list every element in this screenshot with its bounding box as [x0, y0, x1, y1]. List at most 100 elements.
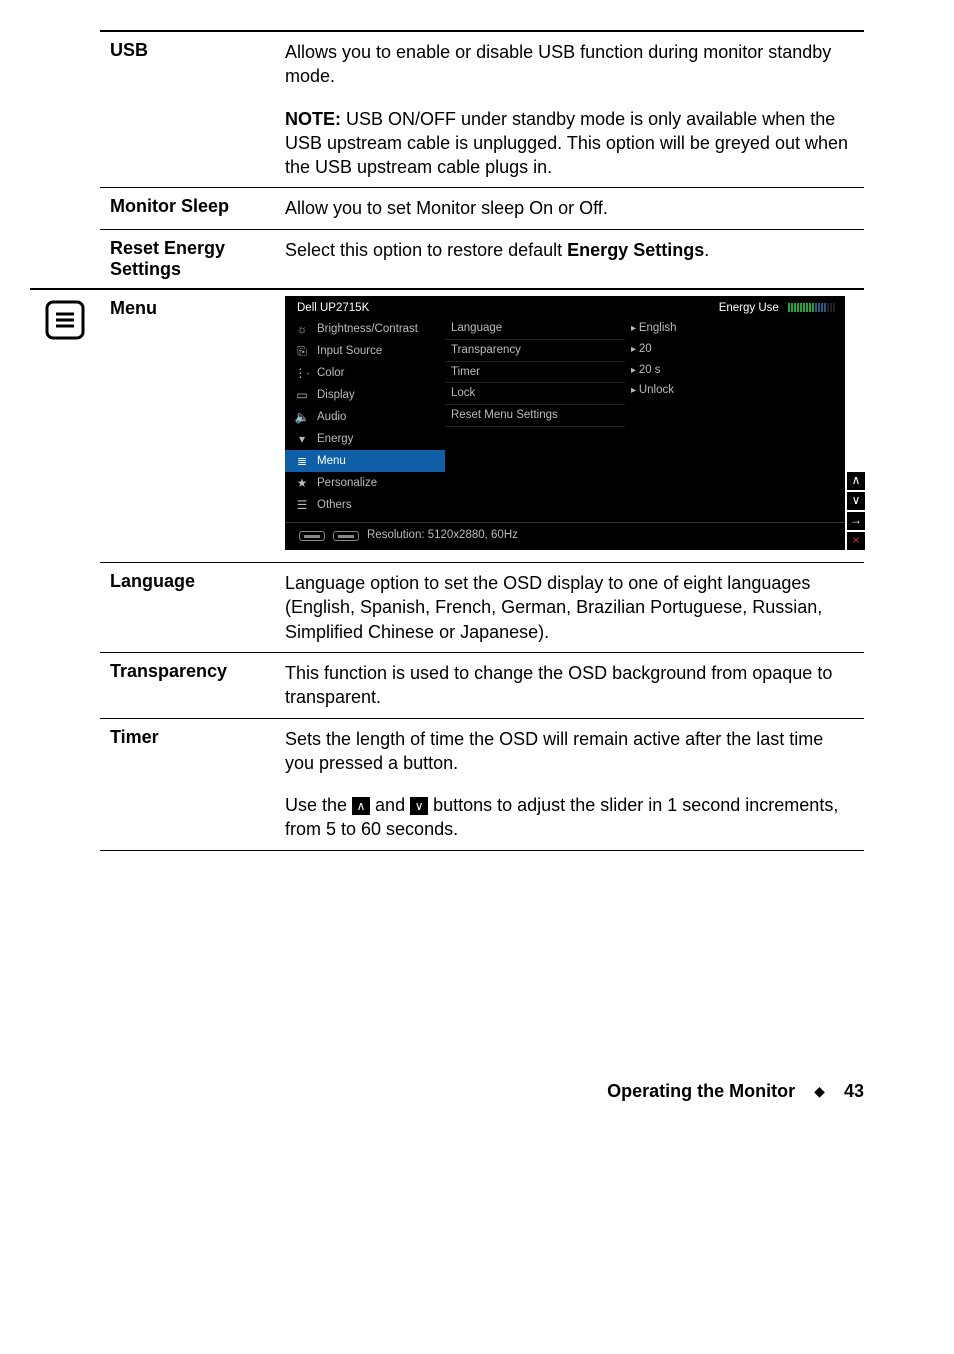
diamond-icon: ◆ [814, 1083, 825, 1100]
nav-item-icon: ☼ [295, 322, 309, 336]
energy-bar-segment [797, 303, 799, 312]
energy-bar-segment [791, 303, 793, 312]
osd-options: LanguageTransparencyTimerLockReset Menu … [445, 318, 625, 522]
timer-text-a: Use the [285, 795, 352, 815]
energy-bar-segment [818, 303, 820, 312]
note-body: USB ON/OFF under standby mode is only av… [285, 109, 848, 178]
row-label-menu: Menu [100, 289, 275, 563]
osd-nav-item[interactable]: ▭ Display [285, 384, 445, 406]
osd-resolution: Resolution: 5120x2880, 60Hz [367, 529, 518, 542]
energy-bar-segment [806, 303, 808, 312]
osd-nav-item[interactable]: ☰ Others [285, 494, 445, 516]
nav-item-icon: ★ [295, 476, 309, 490]
reset-desc-b: . [704, 240, 709, 260]
energy-bar-segment [803, 303, 805, 312]
osd-option-item[interactable]: Lock [445, 383, 625, 405]
energy-bar [788, 303, 835, 312]
osd-model: Dell UP2715K [297, 302, 369, 315]
page-number: 43 [844, 1081, 864, 1101]
timer-text-b: and [370, 795, 410, 815]
nav-item-label: Input Source [317, 345, 382, 358]
nav-item-icon: ⋮∙ [295, 366, 309, 380]
nav-item-label: Energy [317, 433, 353, 446]
osd-side-button[interactable]: × [847, 532, 865, 550]
osd-side-buttons: ∧ ∨ → × [847, 472, 865, 550]
energy-bar-segment [833, 303, 835, 312]
energy-bar-segment [830, 303, 832, 312]
osd-energy: Energy Use [719, 302, 835, 315]
osd-option-item[interactable]: Timer [445, 362, 625, 384]
osd-nav-item[interactable]: ≣ Menu [285, 450, 445, 472]
osd-energy-label: Energy Use [719, 302, 779, 314]
nav-item-icon: ≣ [295, 454, 309, 468]
nav-item-label: Personalize [317, 477, 377, 490]
osd-side-button[interactable]: → [847, 512, 865, 530]
row-desc: NOTE: USB ON/OFF under standby mode is o… [275, 97, 864, 188]
osd-nav-item[interactable]: ☼ Brightness/Contrast [285, 318, 445, 340]
osd-nav: ☼ Brightness/Contrast ⎘ Input Source ⋮∙ Color… [285, 318, 445, 522]
reset-desc-a: Select this option to restore default [285, 240, 567, 260]
osd-value-item: English [625, 318, 837, 339]
row-label-reset-energy: Reset Energy Settings [100, 229, 275, 289]
page-footer: Operating the Monitor ◆ 43 [0, 881, 954, 1122]
footer-title: Operating the Monitor [607, 1081, 795, 1101]
note-lead: NOTE: [285, 109, 341, 129]
osd-nav-item[interactable]: ⎘ Input Source [285, 340, 445, 362]
row-label-transparency: Transparency [100, 652, 275, 718]
nav-item-label: Audio [317, 411, 346, 424]
usb-desc1: Allows you to enable or disable USB func… [285, 42, 831, 86]
osd-side-button[interactable]: ∧ [847, 472, 865, 490]
osd-value-item: 20 [625, 339, 837, 360]
energy-bar-segment [827, 303, 829, 312]
row-label-timer: Timer [100, 718, 275, 783]
osd-option-item[interactable]: Transparency [445, 340, 625, 362]
energy-bar-segment [809, 303, 811, 312]
menu-section-icon [45, 300, 85, 345]
nav-item-icon: ▾ [295, 432, 309, 446]
nav-item-label: Brightness/Contrast [317, 323, 418, 336]
nav-item-label: Display [317, 389, 355, 402]
energy-bar-segment [812, 303, 814, 312]
nav-item-icon: 🔈 [295, 410, 309, 424]
osd-option-item[interactable]: Language [445, 318, 625, 340]
osd-nav-item[interactable]: 🔈 Audio [285, 406, 445, 428]
osd-nav-item[interactable]: ▾ Energy [285, 428, 445, 450]
nav-item-icon: ▭ [295, 388, 309, 402]
row-desc: Allow you to set Monitor sleep On or Off… [275, 188, 864, 229]
cable-icon [333, 531, 359, 541]
up-arrow-icon: ∧ [352, 797, 370, 815]
osd-footer: Resolution: 5120x2880, 60Hz [285, 522, 845, 550]
row-desc: Allows you to enable or disable USB func… [275, 31, 864, 97]
row-desc: Sets the length of time the OSD will rem… [275, 718, 864, 783]
nav-item-label: Menu [317, 455, 346, 468]
energy-bar-segment [824, 303, 826, 312]
energy-bar-segment [815, 303, 817, 312]
row-label-monitor-sleep: Monitor Sleep [100, 188, 275, 229]
nav-item-label: Others [317, 499, 352, 512]
osd-values: English2020 sUnlock [625, 318, 845, 522]
energy-bar-segment [794, 303, 796, 312]
energy-bar-segment [788, 303, 790, 312]
row-desc: This function is used to change the OSD … [275, 652, 864, 718]
reset-desc-bold: Energy Settings [567, 240, 704, 260]
osd-option-item[interactable]: Reset Menu Settings [445, 405, 625, 427]
osd-nav-item[interactable]: ⋮∙ Color [285, 362, 445, 384]
osd-value-item: 20 s [625, 360, 837, 381]
energy-bar-segment [800, 303, 802, 312]
osd-nav-item[interactable]: ★ Personalize [285, 472, 445, 494]
nav-item-label: Color [317, 367, 344, 380]
energy-bar-segment [821, 303, 823, 312]
row-desc: Use the ∧ and ∨ buttons to adjust the sl… [275, 783, 864, 850]
row-label-usb: USB [100, 31, 275, 97]
osd-side-button[interactable]: ∨ [847, 492, 865, 510]
row-desc: Language option to set the OSD display t… [275, 563, 864, 653]
osd-panel: Dell UP2715K Energy Use ☼ Brightness/Cont… [285, 296, 845, 550]
row-label-language: Language [100, 563, 275, 653]
down-arrow-icon: ∨ [410, 797, 428, 815]
nav-item-icon: ⎘ [295, 344, 309, 358]
osd-value-item: Unlock [625, 380, 837, 401]
row-desc: Select this option to restore default En… [275, 229, 864, 289]
osd-cell: Dell UP2715K Energy Use ☼ Brightness/Cont… [275, 289, 864, 563]
cable-icon [299, 531, 325, 541]
nav-item-icon: ☰ [295, 498, 309, 512]
